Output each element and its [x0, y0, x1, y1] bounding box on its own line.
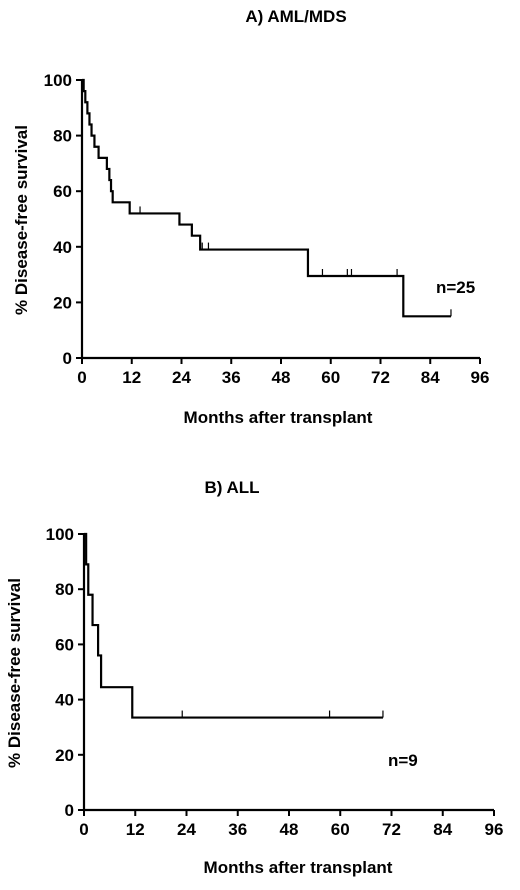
x-tick-label: 0	[77, 368, 86, 387]
panel-all: B) ALL % Disease-free survival Months af…	[5, 478, 503, 877]
x-tick-label: 12	[122, 368, 141, 387]
x-tick-label: 48	[280, 820, 299, 839]
y-axis-label: % Disease-free survival	[12, 125, 31, 315]
y-tick-label: 80	[55, 580, 74, 599]
survival-curve	[82, 78, 451, 318]
x-axis-label: Months after transplant	[184, 408, 373, 427]
censor-marks	[139, 206, 452, 317]
y-tick-label: 60	[53, 182, 72, 201]
x-tick-label: 72	[371, 368, 390, 387]
panel-title: B) ALL	[204, 478, 259, 497]
y-tick-labels: 0 20 40 60 80 100	[46, 525, 74, 820]
x-tick-label: 84	[421, 368, 440, 387]
x-tick-label: 12	[126, 820, 145, 839]
n-annotation: n=25	[436, 278, 475, 297]
x-tick-label: 96	[485, 820, 504, 839]
n-annotation: n=9	[388, 751, 418, 770]
y-tick-label: 100	[46, 525, 74, 544]
x-tick-label: 60	[331, 820, 350, 839]
panel-title: A) AML/MDS	[245, 7, 346, 26]
panel-aml-mds: A) AML/MDS % Disease-free survival Month…	[12, 7, 489, 427]
axes	[78, 533, 495, 816]
y-tick-label: 20	[53, 293, 72, 312]
x-axis-label: Months after transplant	[204, 858, 393, 877]
x-tick-label: 60	[321, 368, 340, 387]
y-tick-label: 0	[65, 801, 74, 820]
x-tick-label: 72	[382, 820, 401, 839]
x-tick-label: 36	[222, 368, 241, 387]
x-tick-label: 96	[471, 368, 490, 387]
y-tick-label: 60	[55, 635, 74, 654]
x-tick-label: 48	[272, 368, 291, 387]
x-tick-labels: 0 12 24 36 48 60 72 84 96	[79, 820, 503, 839]
y-tick-label: 20	[55, 746, 74, 765]
y-axis-label: % Disease-free survival	[5, 578, 24, 768]
y-tick-label: 40	[53, 238, 72, 257]
censor-marks	[181, 710, 384, 718]
y-tick-label: 0	[63, 349, 72, 368]
y-tick-label: 80	[53, 127, 72, 146]
x-tick-label: 36	[228, 820, 247, 839]
survival-step-line	[82, 78, 451, 318]
axes	[76, 79, 481, 364]
x-tick-label: 24	[172, 368, 191, 387]
y-tick-label: 40	[55, 691, 74, 710]
x-tick-label: 84	[433, 820, 452, 839]
survival-step-line	[84, 532, 383, 719]
survival-curve	[84, 532, 383, 719]
x-tick-label: 24	[177, 820, 196, 839]
y-tick-label: 100	[44, 71, 72, 90]
x-tick-label: 0	[79, 820, 88, 839]
y-tick-labels: 0 20 40 60 80 100	[44, 71, 72, 368]
x-tick-labels: 0 12 24 36 48 60 72 84 96	[77, 368, 489, 387]
